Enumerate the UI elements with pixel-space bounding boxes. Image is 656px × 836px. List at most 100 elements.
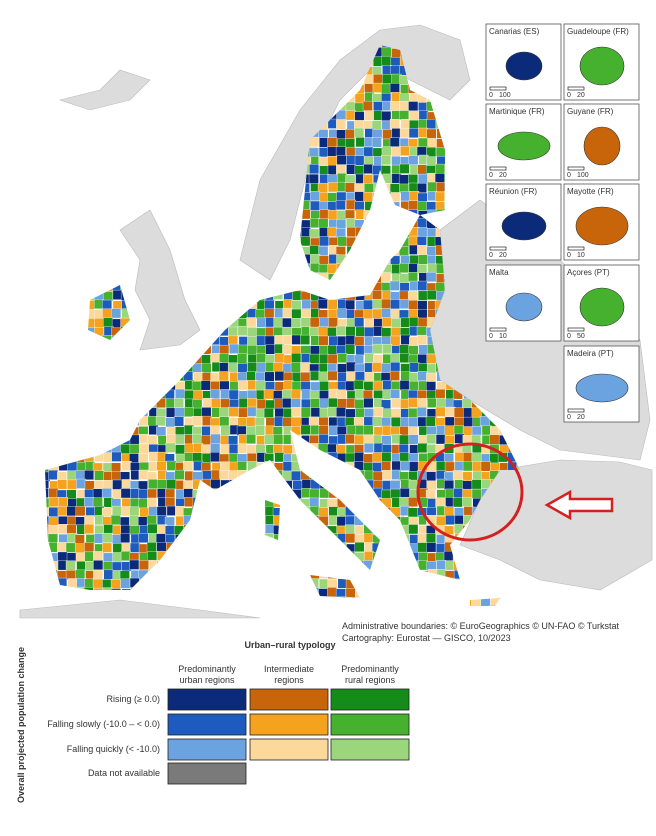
region bbox=[408, 570, 419, 580]
legend-swatch bbox=[167, 713, 247, 736]
region bbox=[237, 469, 248, 480]
region bbox=[138, 533, 149, 543]
region bbox=[381, 327, 392, 338]
region bbox=[274, 353, 285, 364]
region bbox=[67, 228, 77, 239]
region bbox=[220, 569, 231, 580]
region bbox=[264, 282, 275, 293]
legend-row-label: Data not available bbox=[88, 768, 160, 778]
region bbox=[282, 570, 293, 581]
region bbox=[317, 443, 328, 453]
region bbox=[211, 516, 222, 526]
region bbox=[317, 299, 328, 309]
region bbox=[371, 362, 382, 373]
region bbox=[229, 102, 239, 112]
attribution: Cartography: Eurostat — GISCO, 10/2023 bbox=[342, 633, 511, 643]
region bbox=[418, 552, 429, 562]
region bbox=[390, 596, 400, 606]
region bbox=[238, 30, 248, 40]
region bbox=[49, 182, 59, 193]
region bbox=[416, 407, 427, 417]
region bbox=[390, 586, 401, 597]
region bbox=[103, 426, 114, 437]
region bbox=[373, 244, 384, 255]
region bbox=[67, 317, 78, 328]
region bbox=[48, 533, 58, 544]
region bbox=[210, 237, 221, 248]
region bbox=[463, 506, 474, 517]
region bbox=[282, 344, 293, 355]
region bbox=[417, 317, 428, 328]
inset-label: Canarias (ES) bbox=[489, 27, 540, 36]
region bbox=[318, 218, 329, 229]
region bbox=[291, 533, 302, 544]
region bbox=[184, 353, 195, 364]
region bbox=[211, 173, 222, 184]
region bbox=[471, 588, 482, 599]
region bbox=[283, 488, 294, 499]
region bbox=[139, 389, 150, 400]
region bbox=[309, 317, 320, 328]
region bbox=[391, 219, 402, 230]
region bbox=[111, 435, 122, 446]
region bbox=[184, 227, 195, 237]
region bbox=[246, 48, 256, 58]
region bbox=[219, 102, 229, 112]
region bbox=[372, 192, 383, 203]
region bbox=[246, 596, 257, 606]
region bbox=[246, 308, 257, 319]
region bbox=[453, 182, 464, 192]
region bbox=[281, 83, 292, 94]
region bbox=[210, 372, 221, 383]
region bbox=[45, 173, 50, 184]
region bbox=[337, 533, 347, 544]
region bbox=[84, 371, 95, 382]
region bbox=[219, 524, 230, 534]
region bbox=[165, 488, 176, 499]
region bbox=[273, 434, 284, 445]
legend-column-head: Predominantly rural regions bbox=[341, 664, 399, 685]
region bbox=[183, 219, 194, 229]
region bbox=[327, 47, 338, 58]
region bbox=[445, 209, 456, 220]
region bbox=[59, 31, 69, 40]
region bbox=[364, 408, 374, 419]
region bbox=[84, 523, 95, 534]
region bbox=[94, 264, 105, 275]
region bbox=[237, 498, 248, 509]
region bbox=[354, 597, 365, 606]
region bbox=[192, 163, 203, 174]
region bbox=[66, 398, 76, 409]
region bbox=[138, 433, 149, 444]
region bbox=[192, 291, 203, 302]
region bbox=[219, 290, 230, 301]
region bbox=[57, 343, 68, 354]
region bbox=[93, 551, 103, 562]
region bbox=[237, 551, 248, 562]
region bbox=[146, 136, 157, 147]
region bbox=[75, 470, 85, 481]
region bbox=[128, 102, 139, 113]
region bbox=[310, 200, 321, 211]
region bbox=[210, 273, 221, 284]
region bbox=[398, 246, 409, 257]
region bbox=[327, 452, 338, 462]
region bbox=[389, 246, 400, 257]
region bbox=[408, 578, 419, 589]
region bbox=[58, 399, 69, 410]
region bbox=[317, 281, 328, 292]
legend-row-label: Falling quickly (< -10.0) bbox=[67, 744, 160, 754]
region bbox=[57, 408, 68, 419]
region bbox=[435, 516, 446, 526]
region bbox=[380, 83, 391, 94]
region bbox=[329, 31, 339, 40]
region bbox=[417, 217, 427, 228]
region bbox=[102, 532, 113, 543]
region bbox=[301, 271, 311, 282]
region bbox=[362, 281, 373, 292]
region bbox=[471, 48, 482, 59]
region bbox=[192, 299, 203, 310]
region bbox=[219, 146, 229, 156]
region bbox=[427, 255, 438, 266]
region bbox=[165, 73, 176, 84]
